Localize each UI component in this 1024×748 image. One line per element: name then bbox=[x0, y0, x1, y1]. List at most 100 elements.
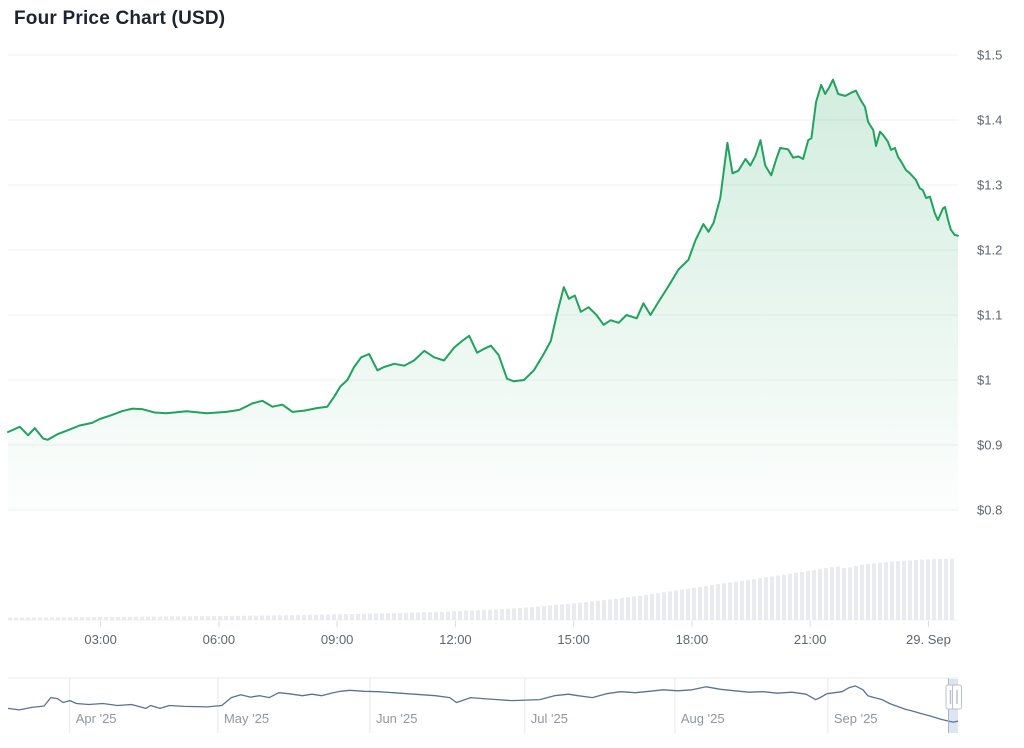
volume-bar bbox=[800, 571, 804, 620]
volume-bar bbox=[452, 611, 456, 620]
volume-bar bbox=[50, 617, 54, 620]
price-series-layer bbox=[7, 78, 959, 510]
volume-bar bbox=[374, 613, 378, 620]
volume-bar bbox=[272, 615, 276, 620]
volume-bar bbox=[422, 612, 426, 620]
volume-bar bbox=[446, 611, 450, 620]
navigator-handle-right[interactable] bbox=[952, 684, 962, 710]
volume-bar bbox=[116, 616, 120, 620]
y-axis-label: $1.4 bbox=[977, 113, 1002, 128]
volume-bar bbox=[860, 564, 864, 620]
x-axis-labels: 03:00 06:00 09:00 12:00 15:00 18:00 21:00 29. S… bbox=[84, 621, 951, 647]
volume-bar bbox=[86, 617, 90, 620]
volume-bar bbox=[878, 562, 882, 620]
volume-bar bbox=[194, 616, 198, 620]
nav-month-label: May '25 bbox=[224, 711, 269, 726]
volume-bar bbox=[500, 609, 504, 620]
volume-bar bbox=[722, 583, 726, 620]
volume-bar bbox=[254, 615, 258, 620]
volume-bar bbox=[212, 616, 216, 620]
volume-bar bbox=[176, 616, 180, 620]
volume-bar bbox=[440, 611, 444, 620]
volume-bar bbox=[704, 585, 708, 620]
volume-bars bbox=[8, 558, 954, 620]
nav-month-label: Apr '25 bbox=[76, 711, 117, 726]
volume-bar bbox=[842, 567, 846, 620]
price-area bbox=[8, 79, 958, 510]
volume-bar bbox=[458, 610, 462, 620]
nav-month-label: Aug '25 bbox=[681, 711, 725, 726]
nav-month-label: Jul '25 bbox=[531, 711, 568, 726]
volume-bar bbox=[584, 602, 588, 620]
volume-bar bbox=[170, 616, 174, 620]
volume-bar bbox=[434, 611, 438, 620]
volume-bar bbox=[380, 613, 384, 620]
volume-bar bbox=[662, 592, 666, 620]
volume-bar bbox=[44, 617, 48, 620]
volume-bar bbox=[260, 615, 264, 620]
volume-bar bbox=[518, 607, 522, 620]
volume-bar bbox=[68, 617, 72, 620]
volume-bar bbox=[326, 614, 330, 620]
page-title: Four Price Chart (USD) bbox=[14, 8, 226, 29]
volume-bar bbox=[314, 614, 318, 620]
volume-bar bbox=[332, 614, 336, 620]
volume-bar bbox=[74, 617, 78, 620]
volume-bar bbox=[788, 573, 792, 620]
volume-bar bbox=[920, 559, 924, 620]
volume-bar bbox=[56, 617, 60, 620]
y-axis-label: $0.8 bbox=[977, 503, 1002, 518]
volume-bar bbox=[122, 616, 126, 620]
volume-bar bbox=[236, 615, 240, 620]
volume-bar bbox=[386, 613, 390, 620]
volume-bar bbox=[596, 600, 600, 620]
volume-bar bbox=[248, 615, 252, 620]
volume-bar bbox=[62, 617, 66, 620]
volume-bar bbox=[152, 616, 156, 620]
x-axis-label: 06:00 bbox=[203, 632, 236, 647]
volume-bar bbox=[770, 576, 774, 620]
volume-bar bbox=[794, 572, 798, 620]
volume-bar bbox=[182, 616, 186, 620]
volume-bar bbox=[32, 617, 36, 620]
volume-bar bbox=[80, 617, 84, 620]
volume-bar bbox=[944, 558, 948, 620]
volume-bar bbox=[164, 616, 168, 620]
volume-bar bbox=[290, 615, 294, 620]
volume-bar bbox=[488, 609, 492, 620]
y-axis-label: $1.2 bbox=[977, 243, 1002, 258]
volume-bar bbox=[140, 616, 144, 620]
volume-bar bbox=[602, 600, 606, 620]
volume-bar bbox=[92, 617, 96, 620]
volume-bar bbox=[554, 605, 558, 620]
volume-bar bbox=[932, 559, 936, 620]
volume-bar bbox=[470, 610, 474, 620]
volume-bar bbox=[644, 594, 648, 620]
volume-bar bbox=[506, 608, 510, 620]
navigator[interactable]: Apr '25 May '25 Jun '25 Jul '25 Aug '25 Sep '… bbox=[7, 677, 962, 733]
volume-bar bbox=[674, 590, 678, 620]
volume-bar bbox=[224, 615, 228, 620]
volume-bar bbox=[560, 604, 564, 620]
volume-bar bbox=[344, 614, 348, 620]
volume-bar bbox=[218, 616, 222, 620]
volume-bar bbox=[158, 616, 162, 620]
volume-bar bbox=[776, 575, 780, 620]
volume-bar bbox=[524, 607, 528, 620]
volume-bar bbox=[746, 579, 750, 620]
volume-bar bbox=[26, 617, 30, 620]
volume-bar bbox=[620, 598, 624, 620]
volume-bar bbox=[368, 613, 372, 620]
y-axis-label: $1.3 bbox=[977, 178, 1002, 193]
y-axis-label: $1 bbox=[977, 373, 991, 388]
volume-bar bbox=[278, 615, 282, 620]
volume-bar bbox=[848, 567, 852, 620]
volume-bar bbox=[764, 577, 768, 620]
volume-bar bbox=[872, 563, 876, 620]
volume-bar bbox=[362, 613, 366, 620]
volume-bar bbox=[728, 582, 732, 620]
volume-bar bbox=[128, 616, 132, 620]
volume-bar bbox=[98, 617, 102, 620]
volume-bar bbox=[752, 579, 756, 620]
